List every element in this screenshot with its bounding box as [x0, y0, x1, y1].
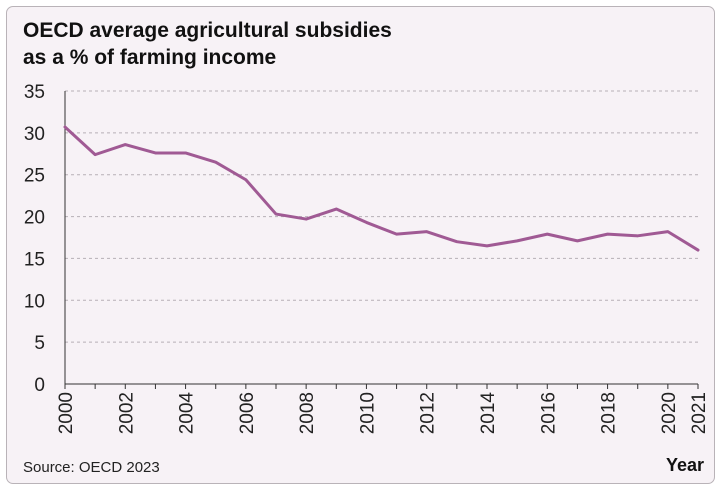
x-tick-label: 2021 — [689, 392, 710, 434]
x-tick-label: 2014 — [478, 392, 499, 435]
data-point — [515, 239, 519, 243]
data-point — [576, 239, 579, 243]
y-tick-label: 20 — [24, 208, 45, 229]
data-point — [696, 248, 700, 252]
data-point — [154, 151, 157, 155]
data-point — [606, 232, 609, 236]
x-tick-label: 2018 — [599, 392, 620, 434]
x-tick-label: 2010 — [357, 392, 378, 434]
data-point — [304, 217, 308, 221]
x-tick-label: 2012 — [418, 392, 439, 434]
data-point — [124, 143, 127, 146]
data-point — [93, 153, 97, 156]
series-line — [63, 125, 700, 252]
source-note: Source: OECD 2023 — [23, 459, 160, 476]
data-point — [63, 125, 67, 129]
data-point — [636, 234, 639, 238]
data-point — [335, 207, 338, 211]
chart-title-line-2: as a % of farming income — [23, 46, 277, 69]
y-tick-label: 0 — [34, 375, 45, 396]
data-point — [666, 230, 670, 233]
x-tick-label: 2000 — [56, 392, 77, 434]
chart-card: OECD average agricultural subsidies as a… — [6, 6, 715, 484]
y-tick-label: 5 — [34, 333, 45, 354]
x-tick-label: 2020 — [659, 392, 680, 434]
x-tick-label: 2008 — [297, 392, 318, 434]
data-point — [425, 230, 428, 233]
x-axis-label: Year — [665, 455, 704, 475]
y-tick-label: 30 — [24, 124, 45, 145]
data-point — [184, 151, 187, 155]
chart-title: OECD average agricultural subsidies as a… — [23, 17, 663, 71]
line-chart: 0 5 10 15 20 25 30 35 2000 2002 2004 2006 2008 2010 20… — [24, 82, 710, 435]
data-point — [214, 160, 217, 164]
data-point — [485, 244, 489, 248]
data-point — [455, 240, 459, 243]
chart-title-line-1: OECD average agricultural subsidies — [23, 19, 392, 42]
data-point — [546, 232, 549, 236]
data-point — [365, 221, 368, 224]
y-tick-label: 35 — [24, 82, 45, 103]
y-tick-label: 15 — [24, 249, 45, 270]
x-tick-label: 2016 — [538, 392, 559, 434]
x-tick-label: 2004 — [177, 392, 198, 435]
data-point — [274, 212, 278, 216]
y-tick-label: 10 — [24, 291, 45, 312]
data-point — [395, 232, 398, 236]
y-tick-label: 25 — [24, 166, 45, 187]
x-tick-label: 2006 — [237, 392, 258, 434]
data-point — [244, 178, 248, 181]
x-tick-label: 2002 — [116, 392, 137, 434]
